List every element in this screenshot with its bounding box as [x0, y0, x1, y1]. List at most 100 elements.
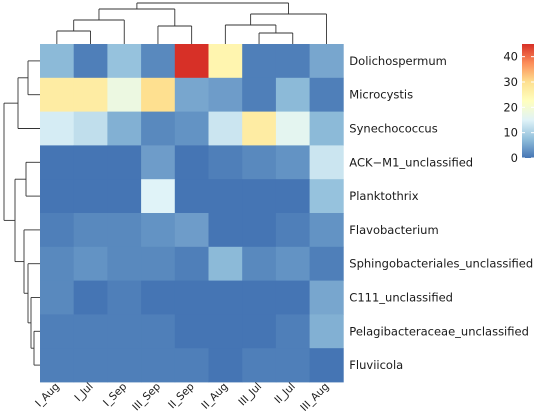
column-label: III_Jul: [236, 381, 264, 409]
heatmap-cell: [208, 246, 243, 281]
row-label: Synechococcus: [349, 122, 437, 136]
heatmap-cell: [141, 348, 176, 383]
heatmap-cell: [208, 111, 243, 146]
heatmap-cell: [40, 348, 75, 383]
colorbar-legend: 0 10 20 30 40: [503, 44, 534, 165]
heatmap-cell: [174, 111, 209, 146]
heatmap-cell: [309, 280, 344, 315]
heatmap-cell: [242, 145, 277, 180]
heatmap-cell: [309, 314, 344, 349]
heatmap-cell: [40, 314, 75, 349]
heatmap-cell: [141, 44, 176, 79]
heatmap-cell: [208, 213, 243, 248]
heatmap-cell: [40, 280, 75, 315]
column-label: I_Aug: [33, 381, 62, 410]
heatmap-cell: [174, 246, 209, 281]
colorbar-tick-label: 0: [511, 151, 518, 165]
heatmap-cell: [208, 77, 243, 112]
heatmap-cell: [275, 246, 310, 281]
heatmap-cell: [275, 213, 310, 248]
heatmap-cell: [208, 280, 243, 315]
heatmap-cell: [107, 145, 142, 180]
heatmap-cell: [275, 280, 310, 315]
heatmap-cell: [174, 179, 209, 214]
column-label: II_Aug: [199, 381, 230, 412]
heatmap-cell: [141, 145, 176, 180]
heatmap-cell: [275, 314, 310, 349]
heatmap-cell: [73, 213, 108, 248]
heatmap-cell: [174, 348, 209, 383]
heatmap-cell: [174, 280, 209, 315]
colorbar-tick-label: 20: [503, 100, 518, 114]
heatmap-cell: [107, 314, 142, 349]
heatmap-cell: [40, 44, 75, 79]
heatmap-cell: [107, 111, 142, 146]
heatmap-cell: [242, 77, 277, 112]
heatmap-cell: [40, 111, 75, 146]
heatmap-cell: [242, 111, 277, 146]
heatmap-cell: [107, 44, 142, 79]
heatmap-cell: [309, 44, 344, 79]
heatmap-cell: [208, 44, 243, 79]
row-label: ACK−M1_unclassified: [349, 155, 473, 169]
column-labels: I_Aug I_Jul I_Sep III_Sep II_Sep II_Aug III_Ju…: [33, 380, 331, 414]
heatmap-cell: [73, 179, 108, 214]
heatmap-cell: [309, 145, 344, 180]
heatmap-cell: [73, 77, 108, 112]
heatmap-cell: [174, 145, 209, 180]
heatmap-cell: [208, 179, 243, 214]
row-label: C111_unclassified: [349, 291, 453, 305]
column-label: I_Jul: [72, 381, 95, 404]
colorbar-gradient: [522, 44, 534, 158]
heatmap-cell: [40, 77, 75, 112]
heatmap-cell: [141, 280, 176, 315]
heatmap-cell: [242, 179, 277, 214]
row-label: Sphingobacteriales_unclassified: [349, 257, 533, 271]
heatmap-cell: [174, 314, 209, 349]
heatmap-cell: [73, 44, 108, 79]
column-label: III_Aug: [298, 381, 331, 414]
heatmap-cell: [242, 246, 277, 281]
heatmap-cell: [275, 77, 310, 112]
heatmap-cell: [309, 179, 344, 214]
colorbar-tick-label: 40: [503, 50, 518, 64]
heatmap-cell: [40, 179, 75, 214]
heatmap-cell: [73, 246, 108, 281]
heatmap-cell: [141, 77, 176, 112]
heatmap-cell: [309, 77, 344, 112]
heatmap-cell: [73, 111, 108, 146]
column-dendrogram: [56, 2, 327, 44]
heatmap-cell: [208, 145, 243, 180]
colorbar-tick-label: 30: [503, 75, 518, 89]
heatmap-cell: [275, 145, 310, 180]
heatmap-cell: [208, 314, 243, 349]
heatmap-cell: [174, 77, 209, 112]
heatmap-cell: [141, 314, 176, 349]
column-label: II_Jul: [272, 381, 298, 407]
row-labels: Dolichospermum Microcystis Synechococcus AC…: [349, 54, 533, 372]
heatmap-cell: [309, 246, 344, 281]
row-label: Dolichospermum: [349, 54, 447, 68]
colorbar-ticks: 0 10 20 30 40: [503, 50, 534, 165]
heatmap-cell: [174, 213, 209, 248]
row-label: Flavobacterium: [349, 223, 438, 237]
heatmap-cell: [40, 246, 75, 281]
heatmap-cell: [242, 314, 277, 349]
heatmap-cell: [107, 77, 142, 112]
heatmap-cell: [40, 145, 75, 180]
heatmap-cell: [275, 111, 310, 146]
heatmap-cell: [309, 111, 344, 146]
row-label: Microcystis: [349, 88, 413, 102]
heatmap-cell: [141, 213, 176, 248]
row-label: Pelagibacteraceae_unclassified: [349, 324, 529, 338]
heatmap-cell: [309, 348, 344, 383]
heatmap-cell: [73, 145, 108, 180]
heatmap-cell: [107, 348, 142, 383]
row-label: Planktothrix: [349, 189, 418, 203]
heatmap-cell: [309, 213, 344, 248]
colorbar-tick-label: 10: [503, 126, 518, 140]
heatmap-cell: [141, 111, 176, 146]
heatmap-cell: [242, 44, 277, 79]
